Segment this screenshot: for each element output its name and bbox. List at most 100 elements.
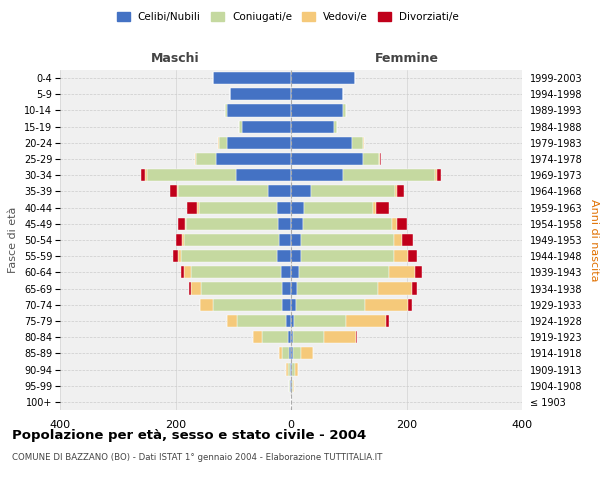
Bar <box>186 218 278 230</box>
Bar <box>365 298 408 311</box>
Bar <box>196 153 216 165</box>
Bar <box>216 153 291 165</box>
Text: Maschi: Maschi <box>151 52 200 65</box>
Bar <box>294 315 346 327</box>
Bar <box>389 266 415 278</box>
Bar <box>301 348 313 360</box>
Bar <box>380 153 381 165</box>
Bar <box>363 153 379 165</box>
Bar <box>311 186 395 198</box>
Bar <box>200 298 213 311</box>
Bar <box>201 282 282 294</box>
Bar <box>291 104 343 117</box>
Bar <box>262 331 288 343</box>
Text: COMUNE DI BAZZANO (BO) - Dati ISTAT 1° gennaio 2004 - Elaborazione TUTTITALIA.IT: COMUNE DI BAZZANO (BO) - Dati ISTAT 1° g… <box>12 454 382 462</box>
Bar <box>187 202 197 213</box>
Bar <box>291 282 297 294</box>
Bar <box>146 169 236 181</box>
Bar <box>297 282 377 294</box>
Bar <box>291 266 299 278</box>
Bar <box>191 282 201 294</box>
Bar <box>291 202 304 213</box>
Bar <box>289 348 291 360</box>
Bar <box>291 234 301 246</box>
Bar <box>343 104 346 117</box>
Bar <box>283 298 291 311</box>
Bar <box>253 331 262 343</box>
Bar <box>189 282 191 294</box>
Bar <box>397 218 407 230</box>
Bar <box>227 137 291 149</box>
Bar <box>286 315 291 327</box>
Text: Femmine: Femmine <box>374 52 439 65</box>
Bar <box>227 104 291 117</box>
Bar <box>277 250 291 262</box>
Bar <box>145 169 146 181</box>
Bar <box>237 315 286 327</box>
Bar <box>415 266 422 278</box>
Bar <box>299 266 389 278</box>
Bar <box>291 218 302 230</box>
Bar <box>177 186 178 198</box>
Bar <box>394 250 408 262</box>
Y-axis label: Anni di nascita: Anni di nascita <box>589 198 599 281</box>
Bar <box>291 120 334 132</box>
Bar <box>230 88 291 101</box>
Bar <box>291 137 352 149</box>
Bar <box>199 202 277 213</box>
Bar <box>224 104 227 117</box>
Bar <box>376 202 389 213</box>
Bar <box>291 169 343 181</box>
Bar <box>178 218 185 230</box>
Bar <box>295 364 298 376</box>
Bar <box>181 266 184 278</box>
Bar <box>291 250 301 262</box>
Bar <box>296 298 365 311</box>
Bar <box>291 315 294 327</box>
Bar <box>437 169 441 181</box>
Bar <box>397 186 404 198</box>
Bar <box>213 298 283 311</box>
Bar <box>301 250 394 262</box>
Bar <box>291 153 363 165</box>
Bar <box>282 348 289 360</box>
Bar <box>291 186 311 198</box>
Bar <box>291 298 296 311</box>
Bar <box>346 315 386 327</box>
Bar <box>184 266 191 278</box>
Bar <box>141 169 145 181</box>
Bar <box>219 137 227 149</box>
Bar <box>280 234 291 246</box>
Bar <box>291 72 355 84</box>
Text: Popolazione per età, sesso e stato civile - 2004: Popolazione per età, sesso e stato civil… <box>12 430 366 442</box>
Bar <box>395 186 397 198</box>
Bar <box>412 282 417 294</box>
Y-axis label: Fasce di età: Fasce di età <box>8 207 19 273</box>
Bar <box>293 380 294 392</box>
Bar <box>373 202 376 213</box>
Bar <box>182 234 184 246</box>
Bar <box>408 250 417 262</box>
Bar <box>290 364 291 376</box>
Bar <box>279 348 282 360</box>
Bar <box>291 331 293 343</box>
Bar <box>386 315 389 327</box>
Bar <box>392 218 397 230</box>
Bar <box>293 331 325 343</box>
Bar <box>185 218 186 230</box>
Bar <box>301 234 394 246</box>
Legend: Celibi/Nubili, Coniugati/e, Vedovi/e, Divorziati/e: Celibi/Nubili, Coniugati/e, Vedovi/e, Di… <box>113 8 463 26</box>
Bar <box>302 218 392 230</box>
Bar <box>352 137 363 149</box>
Bar <box>281 266 291 278</box>
Bar <box>291 364 292 376</box>
Bar <box>176 234 182 246</box>
Bar <box>343 169 436 181</box>
Bar <box>436 169 437 181</box>
Bar <box>291 348 293 360</box>
Bar <box>288 331 291 343</box>
Bar <box>178 250 181 262</box>
Bar <box>304 202 373 213</box>
Bar <box>197 202 199 213</box>
Bar <box>377 282 412 294</box>
